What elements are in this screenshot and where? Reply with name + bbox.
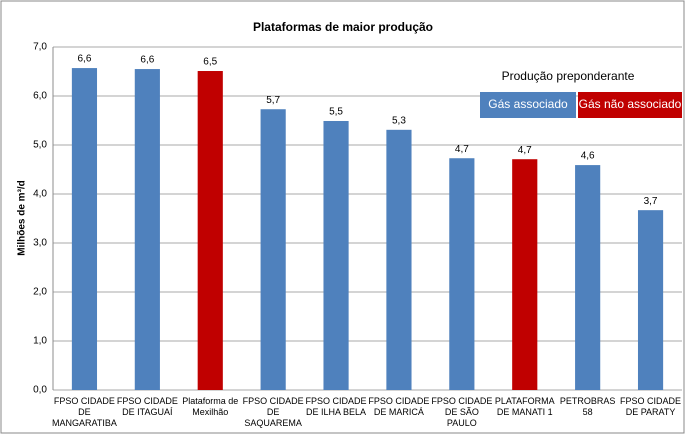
x-tick-label: FPSO CIDADE DE SAQUAREMA bbox=[242, 396, 304, 428]
legend-swatch bbox=[578, 92, 682, 118]
value-label: 5,3 bbox=[392, 115, 406, 126]
value-label: 4,6 bbox=[581, 151, 595, 162]
y-tick-label: 7,0 bbox=[33, 42, 47, 53]
value-label: 3,7 bbox=[644, 196, 658, 207]
bar bbox=[134, 69, 160, 391]
y-tick-label: 1,0 bbox=[33, 336, 47, 347]
x-tick-label: FPSO CIDADE DE SÃO PAULO bbox=[431, 396, 493, 428]
x-tick-label: PLATAFORMA DE MANATI 1 bbox=[494, 396, 555, 417]
bar bbox=[575, 165, 601, 390]
y-tick-label: 2,0 bbox=[33, 287, 47, 298]
legend-title: Produção preponderante bbox=[502, 69, 635, 83]
legend-label: Gás não associado bbox=[579, 97, 682, 111]
value-label: 6,6 bbox=[140, 55, 154, 66]
y-tick-label: 3,0 bbox=[33, 238, 47, 249]
chart-title: Plataformas de maior produção bbox=[253, 20, 433, 34]
x-tick-label: FPSO CIDADE DE MARICÁ bbox=[368, 396, 430, 417]
x-tick-label: FPSO CIDADE DE ITAGUAÍ bbox=[116, 396, 178, 417]
value-label: 6,6 bbox=[77, 54, 91, 65]
x-tick-label: PETROBRAS 58 bbox=[559, 396, 616, 417]
y-tick-label: 5,0 bbox=[33, 140, 47, 151]
value-label: 4,7 bbox=[518, 145, 532, 156]
value-label: 5,5 bbox=[329, 107, 343, 118]
bar bbox=[637, 210, 664, 390]
bar bbox=[512, 159, 538, 390]
y-tick-label: 0,0 bbox=[33, 385, 47, 396]
bar bbox=[71, 68, 98, 390]
x-tick-label: FPSO CIDADE DE MANGARATIBA bbox=[52, 396, 117, 428]
value-label: 5,7 bbox=[266, 95, 280, 106]
x-tick-label: FPSO CIDADE DE ILHA BELA bbox=[305, 396, 367, 417]
y-tick-label: 4,0 bbox=[33, 189, 47, 200]
bar bbox=[260, 109, 286, 390]
bar bbox=[323, 120, 349, 391]
x-tick-label: FPSO CIDADE DE PARATY bbox=[620, 396, 682, 417]
value-label: 4,7 bbox=[455, 144, 469, 155]
x-tick-label: Plataforma de Mexilhão bbox=[182, 396, 239, 417]
legend-swatch bbox=[480, 92, 576, 118]
bar bbox=[197, 71, 223, 390]
bar bbox=[449, 158, 475, 390]
y-tick-label: 6,0 bbox=[33, 91, 47, 102]
legend-label: Gás associado bbox=[488, 97, 568, 111]
value-label: 6,5 bbox=[203, 57, 217, 68]
y-axis-label: Milhões de m³/d bbox=[17, 180, 28, 256]
bar bbox=[386, 129, 412, 390]
